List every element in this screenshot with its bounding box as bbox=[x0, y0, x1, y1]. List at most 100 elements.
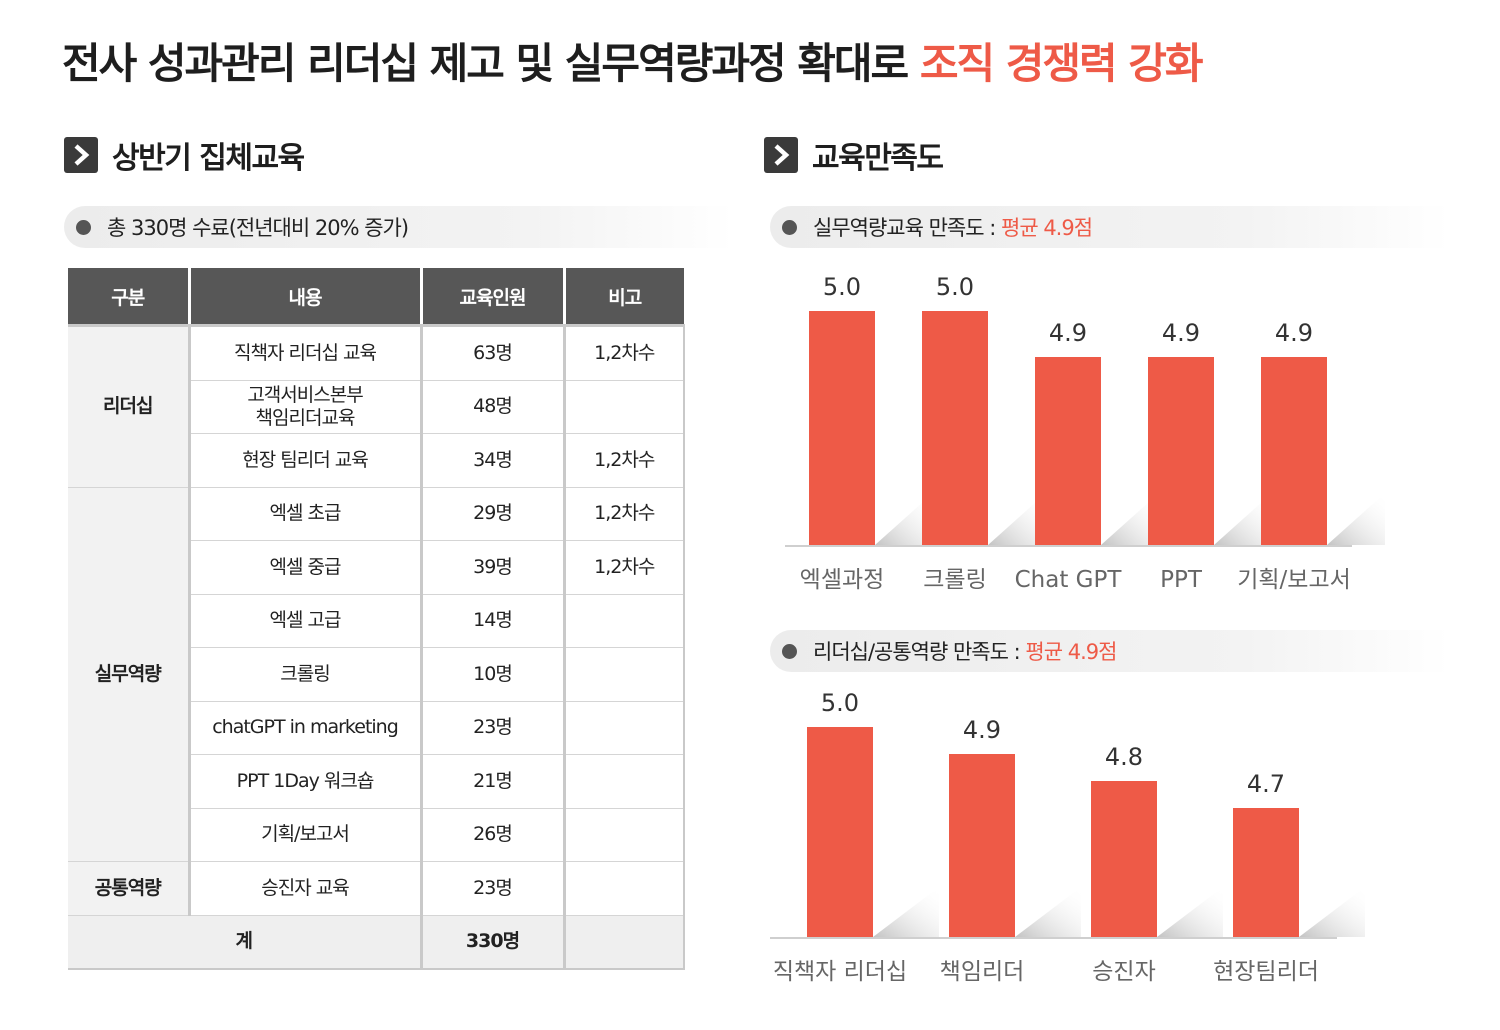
category-label: 직책자 리더십 bbox=[773, 959, 907, 985]
content-cell: 직책자 리더십 교육 bbox=[187, 325, 421, 381]
category-label: 승진자 bbox=[1092, 959, 1155, 985]
table-total-row: 계 330명 bbox=[68, 915, 685, 970]
note-cell bbox=[562, 808, 685, 862]
total-note-cell bbox=[562, 915, 685, 970]
count-cell: 23명 bbox=[419, 861, 564, 916]
data-label: 4.9 bbox=[963, 716, 1001, 744]
category-label: 엑셀과정 bbox=[800, 567, 885, 593]
bullet-dot-icon bbox=[782, 643, 797, 659]
category-label: 책임리더 bbox=[940, 959, 1025, 985]
chart1-caption-bar: 실무역량교육 만족도 : 평균 4.9점 bbox=[770, 206, 1450, 248]
note-cell bbox=[562, 380, 685, 434]
training-table: 구분 내용 교육인원 비고 리더십 직책자 리더십 교육 63명 1,2차수 고객서비스… bbox=[68, 268, 685, 970]
content-cell: 기획/보고서 bbox=[187, 808, 421, 862]
content-cell: 현장 팀리더 교육 bbox=[187, 433, 421, 488]
note-cell: 1,2차수 bbox=[562, 540, 685, 595]
bar bbox=[949, 754, 1015, 937]
category-label: 기획/보고서 bbox=[1237, 567, 1351, 593]
bar-shadow bbox=[1327, 493, 1385, 545]
count-cell: 34명 bbox=[419, 433, 564, 488]
section-title-training: 상반기 집체교육 bbox=[112, 141, 305, 176]
chart2-caption: 리더십/공통역량 만족도 : bbox=[813, 640, 1021, 664]
note-cell bbox=[562, 594, 685, 648]
table-row: 엑셀 중급 39명 1,2차수 bbox=[68, 540, 685, 595]
data-label: 4.9 bbox=[1049, 319, 1087, 347]
note-cell: 1,2차수 bbox=[562, 487, 685, 541]
category-cell: 실무역량 bbox=[68, 487, 189, 862]
total-count-cell: 330명 bbox=[419, 915, 564, 970]
category-label: 크롤링 bbox=[923, 567, 986, 593]
count-cell: 26명 bbox=[419, 808, 564, 862]
content-cell: 승진자 교육 bbox=[187, 861, 421, 916]
bullet-dot-icon bbox=[782, 219, 797, 235]
table-row: 실무역량 엑셀 초급 29명 1,2차수 bbox=[68, 487, 685, 862]
page-title: 전사 성과관리 리더십 제고 및 실무역량과정 확대로 조직 경쟁력 강화 bbox=[62, 30, 1204, 91]
page-title-main: 전사 성과관리 리더십 제고 및 실무역량과정 확대로 bbox=[62, 39, 909, 88]
table-header-cell: 구분 bbox=[68, 268, 189, 327]
chevron-right-icon bbox=[764, 137, 798, 173]
table-row: 현장 팀리더 교육 34명 1,2차수 bbox=[68, 433, 685, 488]
table-row: 기획/보고서 26명 bbox=[68, 808, 685, 862]
table-row: 공통역량 승진자 교육 23명 bbox=[68, 861, 685, 916]
chevron-right-icon bbox=[64, 137, 98, 173]
section-header-training: 상반기 집체교육 bbox=[64, 133, 305, 177]
table-row: 리더십 직책자 리더십 교육 63명 1,2차수 bbox=[68, 325, 685, 488]
table-row: PPT 1Day 워크숍 21명 bbox=[68, 754, 685, 809]
chart1-caption: 실무역량교육 만족도 : bbox=[813, 216, 996, 240]
table-body: 리더십 직책자 리더십 교육 63명 1,2차수 고객서비스본부 책임리더교육 48명 현장… bbox=[68, 325, 685, 970]
table-header-cell: 비고 bbox=[562, 268, 684, 327]
category-label: Chat GPT bbox=[1015, 567, 1123, 593]
data-label: 4.8 bbox=[1105, 743, 1143, 771]
chart2-caption-bar: 리더십/공통역량 만족도 : 평균 4.9점 bbox=[770, 630, 1450, 672]
table-header-cell: 교육인원 bbox=[419, 268, 564, 327]
total-label-cell: 계 bbox=[68, 915, 421, 970]
bar bbox=[1233, 808, 1299, 937]
data-label: 4.9 bbox=[1275, 319, 1313, 347]
content-cell: PPT 1Day 워크숍 bbox=[187, 754, 421, 809]
chart-leadership-satisfaction: 5.0 직책자 리더십 4.9 책임리더 4.8 승진자 4.7 현장팀리더 bbox=[770, 689, 1365, 985]
bar-shadow bbox=[1214, 493, 1272, 545]
content-cell: 엑셀 초급 bbox=[187, 487, 421, 541]
category-cell: 공통역량 bbox=[68, 861, 189, 916]
count-cell: 63명 bbox=[419, 325, 564, 381]
chart2-average: 평균 4.9점 bbox=[1025, 640, 1117, 664]
bar-shadow bbox=[873, 887, 939, 937]
data-label: 4.9 bbox=[1162, 319, 1200, 347]
bar-shadow bbox=[875, 493, 933, 545]
content-cell: 엑셀 고급 bbox=[187, 594, 421, 648]
table-header-cell: 내용 bbox=[187, 268, 421, 327]
count-cell: 39명 bbox=[419, 540, 564, 595]
bar bbox=[1261, 357, 1327, 545]
content-cell: 크롤링 bbox=[187, 647, 421, 702]
page-title-accent: 조직 경쟁력 강화 bbox=[919, 39, 1204, 88]
note-cell bbox=[562, 647, 685, 702]
data-label: 4.7 bbox=[1247, 770, 1285, 798]
bar bbox=[922, 311, 988, 545]
table-row: 크롤링 10명 bbox=[68, 647, 685, 702]
chart1-average: 평균 4.9점 bbox=[1001, 216, 1093, 240]
content-cell: chatGPT in marketing bbox=[187, 701, 421, 755]
count-cell: 29명 bbox=[419, 487, 564, 541]
table-row: 엑셀 고급 14명 bbox=[68, 594, 685, 648]
bar-shadow bbox=[988, 493, 1046, 545]
bar-shadow bbox=[1015, 887, 1081, 937]
note-cell bbox=[562, 701, 685, 755]
category-label: 현장팀리더 bbox=[1213, 959, 1319, 985]
category-label: PPT bbox=[1160, 567, 1203, 593]
table-header-row: 구분 내용 교육인원 비고 bbox=[68, 268, 684, 327]
bar-shadow bbox=[1299, 887, 1365, 937]
table-row: chatGPT in marketing 23명 bbox=[68, 701, 685, 755]
bullet-dot-icon bbox=[76, 219, 91, 235]
note-cell bbox=[562, 754, 685, 809]
section-title-satisfaction: 교육만족도 bbox=[812, 141, 944, 176]
summary-text: 총 330명 수료(전년대비 20% 증가) bbox=[107, 216, 409, 240]
summary-bar: 총 330명 수료(전년대비 20% 증가) bbox=[64, 206, 734, 248]
chart-practical-satisfaction: 5.0 엑셀과정 5.0 크롤링 4.9 Chat GPT 4.9 PPT 4.9 기획/보고서 bbox=[785, 273, 1385, 593]
count-cell: 23명 bbox=[419, 701, 564, 755]
content-cell: 고객서비스본부 책임리더교육 bbox=[187, 380, 421, 434]
data-label: 5.0 bbox=[823, 273, 861, 301]
bar-shadow bbox=[1101, 493, 1159, 545]
bar bbox=[1035, 357, 1101, 545]
bar bbox=[1148, 357, 1214, 545]
content-cell: 엑셀 중급 bbox=[187, 540, 421, 595]
